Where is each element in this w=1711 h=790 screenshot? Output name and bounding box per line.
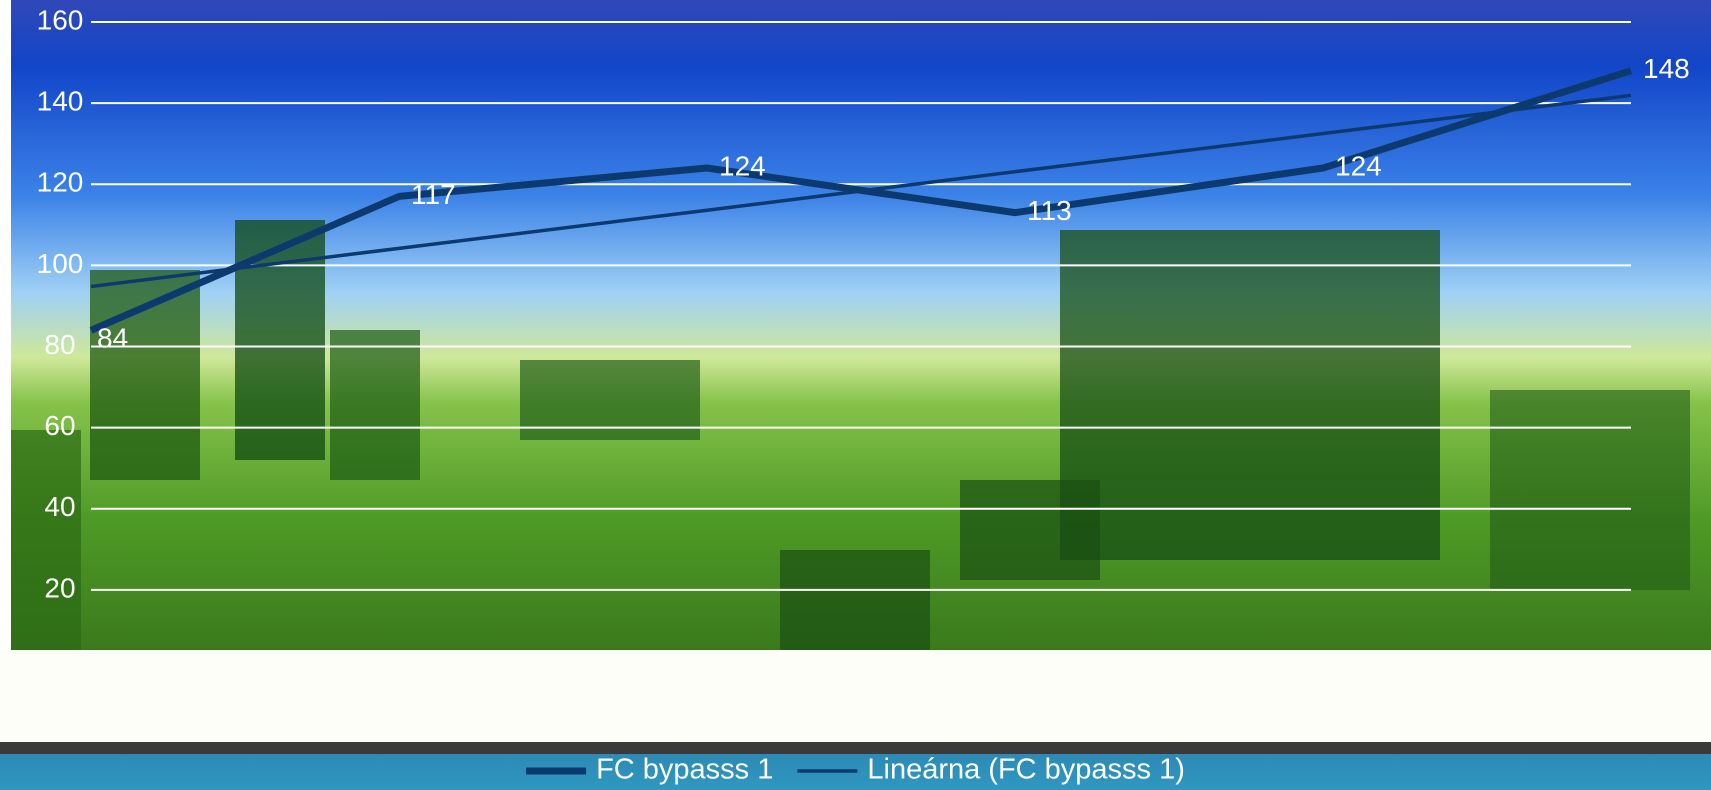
data-label: 84 <box>97 323 128 354</box>
y-tick-label: 40 <box>44 491 75 522</box>
y-tick-label: 140 <box>37 86 84 117</box>
data-label: 124 <box>719 150 766 181</box>
y-tick-label: 80 <box>44 329 75 360</box>
data-label: 148 <box>1643 53 1690 84</box>
trend-line <box>90 93 1632 289</box>
y-tick-label: 160 <box>37 4 84 35</box>
y-tick-label: 100 <box>37 248 84 279</box>
legend-label: Lineárna (FC bypasss 1) <box>867 754 1185 786</box>
y-tick-label: 20 <box>44 572 75 603</box>
data-label: 117 <box>411 179 456 210</box>
legend-label: FC bypasss 1 <box>596 754 773 786</box>
y-tick-label: 60 <box>44 410 75 441</box>
y-tick-label: 120 <box>37 167 84 198</box>
data-label: 113 <box>1027 195 1072 226</box>
y-tick-label: 0 <box>52 653 68 684</box>
data-label: 124 <box>1335 150 1382 181</box>
